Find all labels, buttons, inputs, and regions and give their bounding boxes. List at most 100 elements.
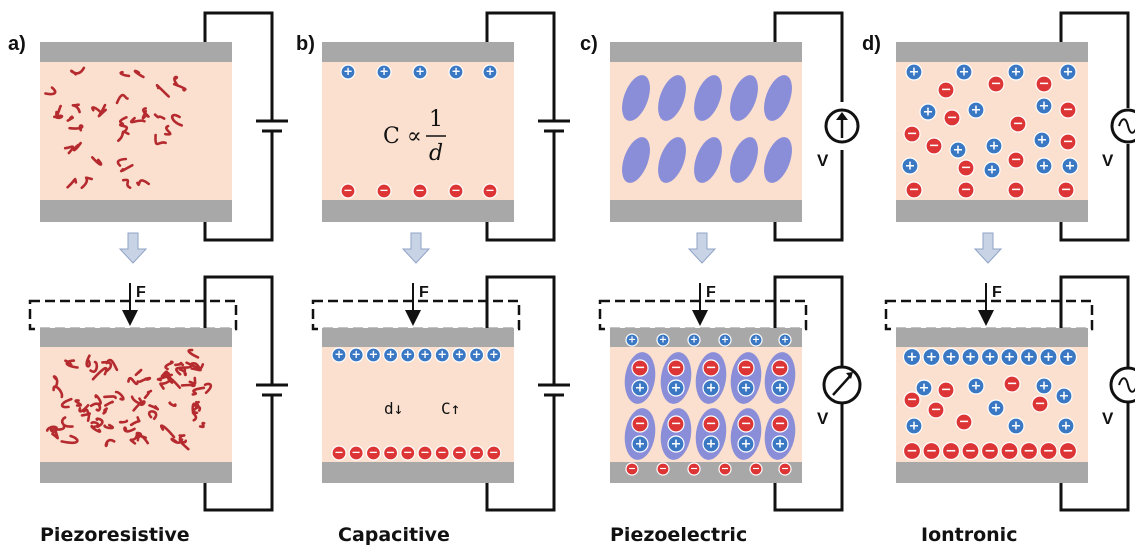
cation-icon: +: [987, 399, 1005, 417]
cation-icon: +: [434, 347, 450, 363]
formula-lhs: C ∝: [383, 124, 422, 149]
cation-icon: +: [1055, 387, 1073, 405]
fiber: [66, 115, 74, 122]
svg-text:−: −: [386, 446, 395, 459]
svg-text:+: +: [971, 379, 982, 394]
fiber: [148, 404, 160, 411]
anion-icon: −: [987, 75, 1005, 93]
anion-icon: −: [1003, 375, 1021, 393]
fiber: [71, 103, 81, 114]
svg-text:−: −: [775, 361, 786, 376]
fiber: [142, 107, 150, 118]
panel-b-letter: b): [296, 33, 315, 55]
svg-text:−: −: [781, 464, 789, 475]
svg-text:−: −: [965, 443, 976, 459]
fiber: [49, 424, 66, 434]
svg-text:−: −: [941, 83, 952, 98]
formula-numerator: 1: [429, 107, 443, 132]
svg-text:−: −: [415, 184, 424, 197]
force-label: F: [136, 284, 146, 301]
anion-icon: −: [1039, 441, 1058, 461]
cation-icon: +: [949, 141, 967, 159]
cation-icon: +: [631, 379, 649, 397]
electric-double-layer-ions: + + + + + + + + +− − − − − − − − −+ − + − +−− + −++ − + +: [902, 347, 1078, 461]
anion-icon: −: [1058, 441, 1078, 461]
svg-text:+: +: [352, 348, 361, 361]
svg-text:−: −: [352, 446, 361, 459]
force-label: F: [706, 284, 716, 301]
anion-icon: −: [927, 401, 945, 419]
svg-text:−: −: [741, 417, 752, 432]
fiber: [133, 69, 145, 79]
svg-text:−: −: [931, 403, 942, 418]
fiber: [51, 429, 59, 440]
capacitance-formula: C ∝ 1 d: [383, 107, 446, 166]
fiber: [72, 141, 82, 152]
svg-text:−: −: [438, 446, 447, 459]
fiber: [80, 176, 93, 190]
svg-text:−: −: [906, 443, 917, 459]
dipole-domain: [730, 137, 758, 183]
anion-icon: −: [1059, 101, 1077, 119]
svg-text:+: +: [721, 335, 729, 346]
svg-text:+: +: [485, 65, 494, 78]
fiber: [85, 354, 91, 368]
fiber: [52, 385, 64, 399]
circuit-wire: [203, 275, 274, 512]
anion-icon: −: [625, 462, 639, 476]
cation-icon: +: [1035, 377, 1053, 395]
transition-arrow-icon: [687, 232, 717, 264]
fiber: [127, 376, 140, 386]
fiber: [136, 434, 150, 445]
anion-icon: −: [340, 183, 356, 199]
fiber: [147, 410, 158, 420]
svg-text:+: +: [1059, 389, 1070, 404]
cation-icon: +: [687, 333, 701, 347]
cation-icon: +: [400, 347, 416, 363]
cation-icon: +: [737, 435, 755, 453]
voltage-label: V: [1102, 151, 1114, 170]
battery-icon: [256, 119, 288, 133]
svg-text:−: −: [1004, 443, 1015, 459]
svg-text:−: −: [706, 361, 717, 376]
anion-icon: −: [771, 359, 789, 377]
fiber: [173, 75, 179, 87]
svg-text:+: +: [690, 335, 698, 346]
cation-icon: +: [737, 379, 755, 397]
svg-text:+: +: [659, 335, 667, 346]
anion-icon: −: [905, 181, 923, 199]
svg-text:+: +: [343, 65, 352, 78]
anion-icon: −: [1007, 181, 1025, 199]
svg-text:+: +: [953, 143, 964, 158]
svg-text:−: −: [1013, 117, 1024, 132]
svg-text:−: −: [671, 361, 682, 376]
cation-icon: +: [625, 333, 639, 347]
cation-icon: +: [376, 64, 392, 80]
svg-text:+: +: [420, 348, 429, 361]
fiber: [156, 373, 173, 382]
unpolarized-dipoles: [622, 75, 792, 183]
svg-text:−: −: [741, 361, 752, 376]
svg-text:−: −: [1011, 183, 1022, 198]
force-label: F: [992, 284, 1002, 301]
svg-text:+: +: [905, 159, 916, 174]
battery-icon: [538, 383, 570, 397]
fiber: [170, 113, 183, 127]
cation-icon: +: [667, 435, 685, 453]
svg-text:+: +: [965, 349, 976, 365]
panel-d-letter: d): [862, 33, 881, 55]
fiber: [102, 407, 108, 415]
dipole-domain: [658, 75, 686, 121]
fiber: [44, 86, 57, 96]
svg-text:+: +: [706, 381, 717, 396]
anion-icon: −: [957, 159, 975, 177]
circuit-wire: [203, 11, 274, 242]
fiber: [191, 402, 199, 413]
svg-text:+: +: [1061, 419, 1072, 434]
panel-b-top-device: + + + + + − − − − − C ∝ 1 d: [322, 11, 570, 242]
anion-icon: −: [469, 445, 485, 461]
anion-icon: −: [1031, 395, 1049, 413]
fiber: [164, 124, 172, 136]
svg-text:+: +: [334, 348, 343, 361]
cation-icon: +: [702, 379, 720, 397]
